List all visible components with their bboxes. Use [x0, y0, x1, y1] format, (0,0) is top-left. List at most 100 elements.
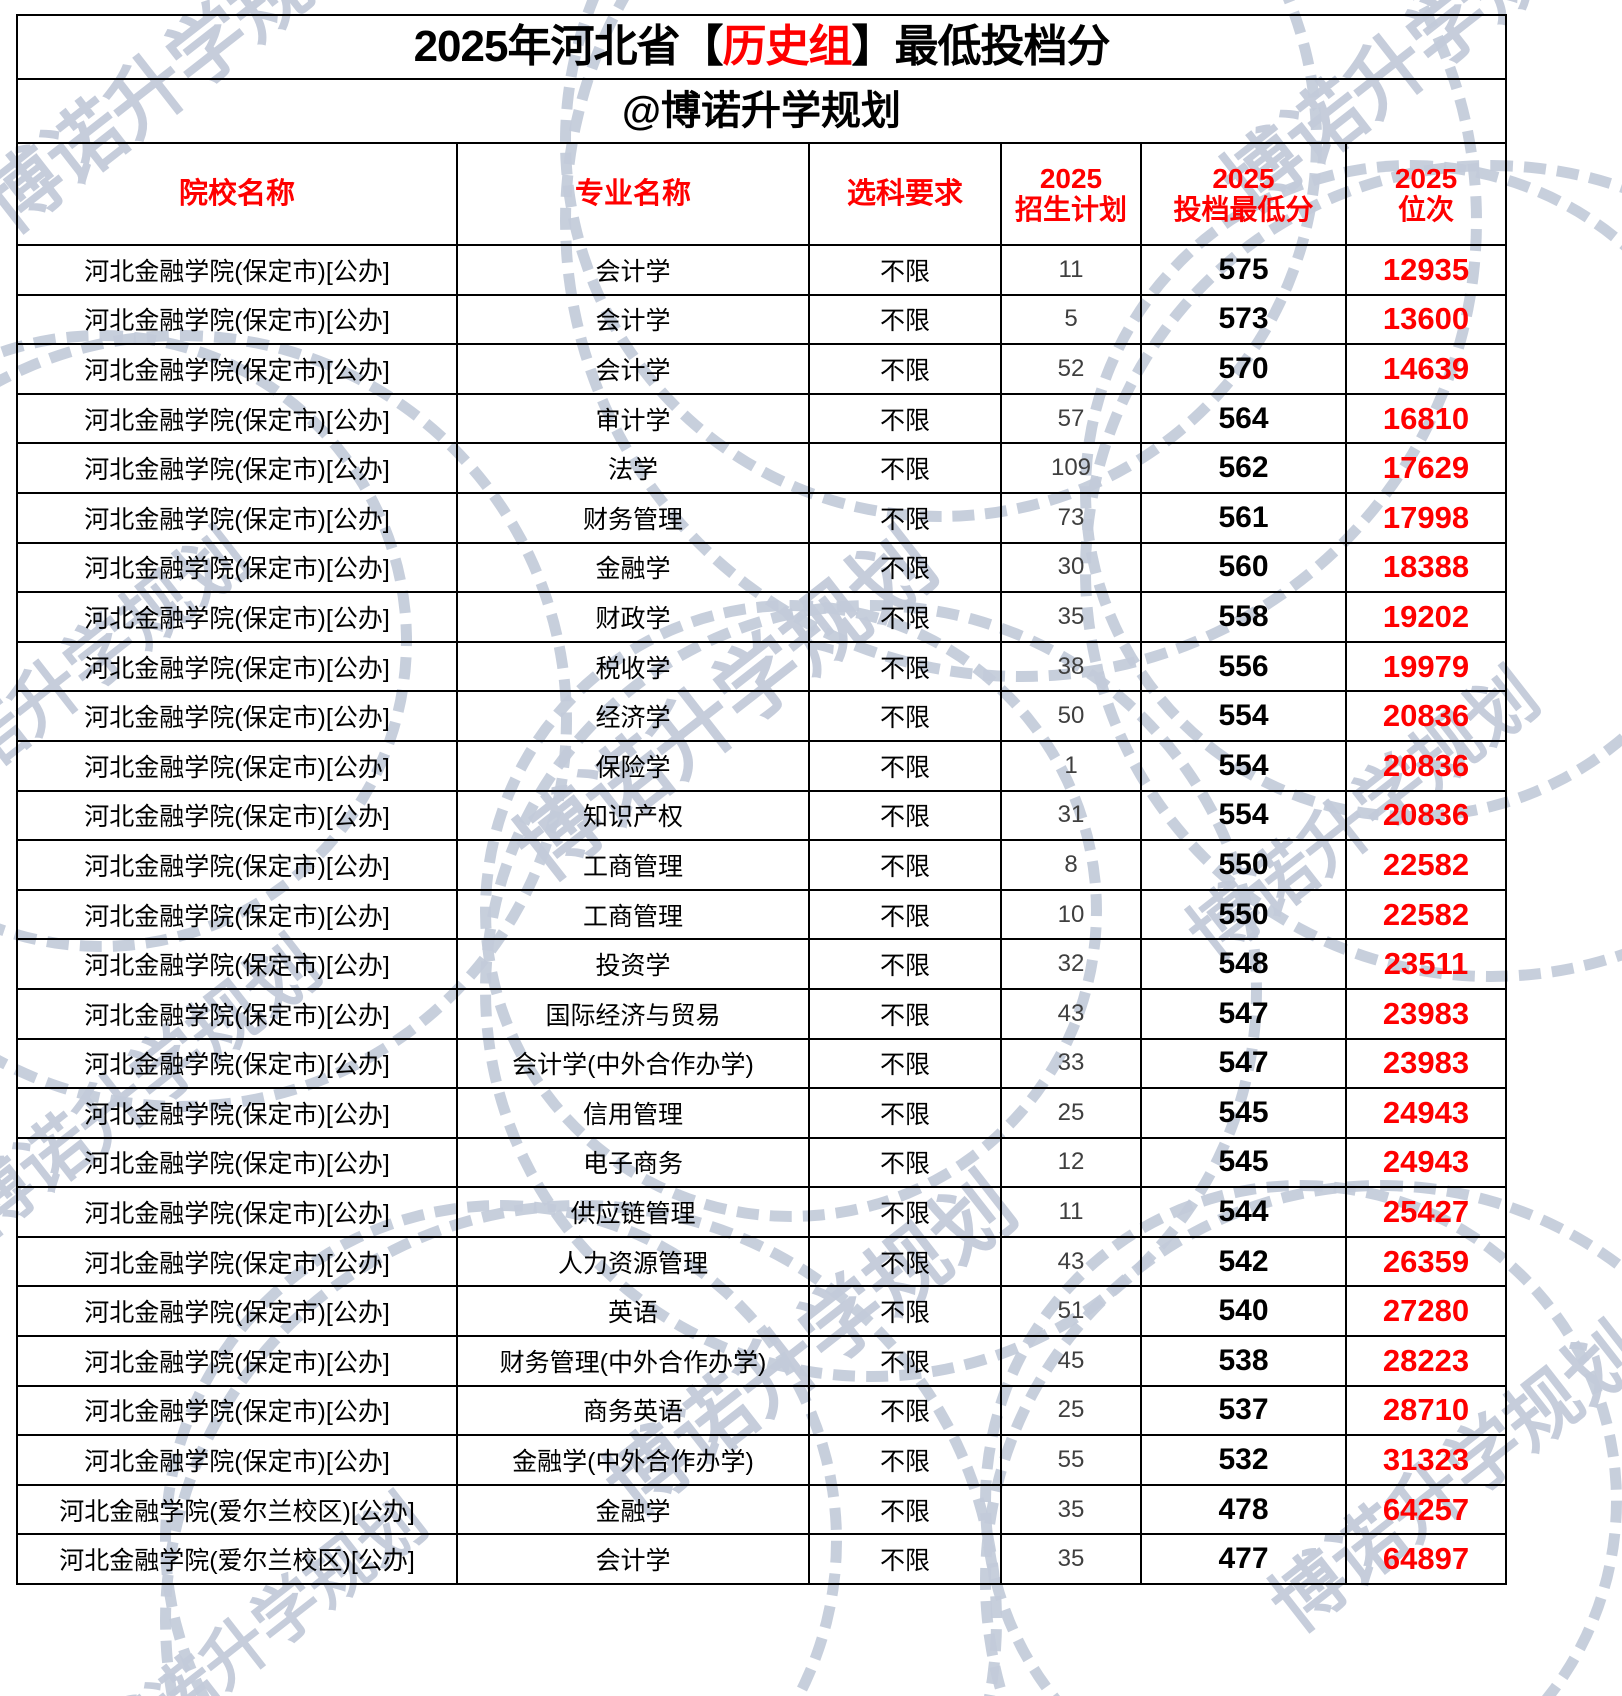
table-row: 河北金融学院(保定市)[公办] 投资学 不限 32 548 23511	[16, 938, 1508, 990]
table-row: 河北金融学院(保定市)[公办] 会计学 不限 52 570 14639	[16, 343, 1508, 395]
cell-score: 547	[1140, 987, 1347, 1040]
cell-requirement: 不限	[808, 1335, 1002, 1387]
cell-plan: 57	[1000, 392, 1142, 445]
cell-requirement: 不限	[808, 491, 1002, 544]
cell-major: 投资学	[456, 938, 810, 990]
cell-school: 河北金融学院(保定市)[公办]	[16, 888, 458, 941]
cell-requirement: 不限	[808, 1235, 1002, 1288]
cell-major: 税收学	[456, 640, 810, 693]
cell-score: 532	[1140, 1434, 1347, 1486]
cell-major: 审计学	[456, 392, 810, 445]
cell-score: 542	[1140, 1235, 1347, 1288]
cell-plan: 35	[1000, 1533, 1142, 1586]
cell-score: 554	[1140, 690, 1347, 742]
cell-major: 信用管理	[456, 1087, 810, 1139]
cell-requirement: 不限	[808, 1533, 1002, 1586]
table-row: 河北金融学院(保定市)[公办] 人力资源管理 不限 43 542 26359	[16, 1235, 1508, 1288]
column-header-major: 专业名称	[456, 142, 810, 246]
cell-plan: 11	[1000, 244, 1142, 296]
table-row: 河北金融学院(爱尔兰校区)[公办] 会计学 不限 35 477 64897	[16, 1533, 1508, 1586]
cell-school: 河北金融学院(保定市)[公办]	[16, 392, 458, 445]
cell-score: 540	[1140, 1285, 1347, 1338]
cell-major: 人力资源管理	[456, 1235, 810, 1288]
cell-major: 财务管理(中外合作办学)	[456, 1335, 810, 1387]
table-row: 河北金融学院(保定市)[公办] 税收学 不限 38 556 19979	[16, 640, 1508, 693]
cell-major: 会计学	[456, 293, 810, 346]
cell-school: 河北金融学院(爱尔兰校区)[公办]	[16, 1533, 458, 1586]
cell-score: 554	[1140, 789, 1347, 842]
cell-plan: 30	[1000, 541, 1142, 594]
cell-school: 河北金融学院(保定市)[公办]	[16, 789, 458, 842]
cell-rank: 22582	[1344, 839, 1508, 891]
column-header-school-line1: 院校名称	[178, 177, 295, 210]
table-row: 河北金融学院(保定市)[公办] 会计学 不限 11 575 12935	[16, 244, 1508, 296]
cell-rank: 24943	[1344, 1136, 1508, 1189]
cell-plan: 1	[1000, 739, 1142, 792]
cell-rank: 25427	[1344, 1186, 1508, 1238]
cell-major: 金融学(中外合作办学)	[456, 1434, 810, 1486]
cell-score: 548	[1140, 938, 1347, 990]
table-row: 河北金融学院(保定市)[公办] 法学 不限 109 562 17629	[16, 442, 1508, 494]
cell-plan: 35	[1000, 1483, 1142, 1536]
cell-rank: 64257	[1344, 1483, 1508, 1536]
title-suffix: 】最低投档分	[851, 22, 1110, 72]
cell-plan: 31	[1000, 789, 1142, 842]
cell-plan: 10	[1000, 888, 1142, 941]
cell-school: 河北金融学院(保定市)[公办]	[16, 1087, 458, 1139]
cell-school: 河北金融学院(保定市)[公办]	[16, 244, 458, 296]
cell-score: 547	[1140, 1037, 1347, 1090]
cell-requirement: 不限	[808, 739, 1002, 792]
cell-requirement: 不限	[808, 1434, 1002, 1486]
cell-plan: 38	[1000, 640, 1142, 693]
title-prefix: 2025年河北省【	[413, 22, 724, 72]
cell-rank: 19202	[1344, 591, 1508, 643]
cell-school: 河北金融学院(保定市)[公办]	[16, 938, 458, 990]
cell-plan: 8	[1000, 839, 1142, 891]
table-row: 河北金融学院(保定市)[公办] 财务管理 不限 73 561 17998	[16, 491, 1508, 544]
cell-score: 545	[1140, 1136, 1347, 1189]
cell-major: 财务管理	[456, 491, 810, 544]
cell-rank: 27280	[1344, 1285, 1508, 1338]
cell-plan: 109	[1000, 442, 1142, 494]
cell-rank: 20836	[1344, 789, 1508, 842]
page-subtitle: @博诺升学规划	[15, 78, 1508, 144]
column-header-school: 院校名称	[16, 142, 458, 246]
cell-plan: 43	[1000, 987, 1142, 1040]
cell-school: 河北金融学院(保定市)[公办]	[16, 293, 458, 346]
table-row: 河北金融学院(保定市)[公办] 财政学 不限 35 558 19202	[16, 591, 1508, 643]
cell-school: 河北金融学院(保定市)[公办]	[16, 491, 458, 544]
cell-score: 478	[1140, 1483, 1347, 1536]
cell-requirement: 不限	[808, 938, 1002, 990]
cell-rank: 13600	[1344, 293, 1508, 346]
cell-rank: 31323	[1344, 1434, 1508, 1486]
cell-score: 537	[1140, 1384, 1347, 1437]
cell-plan: 11	[1000, 1186, 1142, 1238]
cell-school: 河北金融学院(保定市)[公办]	[16, 1384, 458, 1437]
cell-plan: 50	[1000, 690, 1142, 742]
cell-requirement: 不限	[808, 1186, 1002, 1238]
cell-score: 544	[1140, 1186, 1347, 1238]
cell-major: 会计学(中外合作办学)	[456, 1037, 810, 1090]
cell-rank: 23983	[1344, 987, 1508, 1040]
cell-rank: 24943	[1344, 1087, 1508, 1139]
cell-school: 河北金融学院(保定市)[公办]	[16, 1186, 458, 1238]
table-row: 河北金融学院(保定市)[公办] 英语 不限 51 540 27280	[16, 1285, 1508, 1338]
cell-requirement: 不限	[808, 1136, 1002, 1189]
cell-score: 575	[1140, 244, 1347, 296]
cell-requirement: 不限	[808, 987, 1002, 1040]
cell-school: 河北金融学院(保定市)[公办]	[16, 1037, 458, 1090]
table-head: 2025年河北省【历史组】最低投档分 @博诺升学规划 院校名称 专业名称 选科要…	[15, 14, 1508, 246]
cell-plan: 45	[1000, 1335, 1142, 1387]
column-header-plan-line1: 2025	[1039, 162, 1103, 194]
cell-major: 国际经济与贸易	[456, 987, 810, 1040]
table-row: 河北金融学院(保定市)[公办] 经济学 不限 50 554 20836	[16, 690, 1508, 742]
cell-major: 会计学	[456, 1533, 810, 1586]
cell-major: 英语	[456, 1285, 810, 1338]
column-header-score-line2: 投档最低分	[1173, 194, 1314, 225]
cell-major: 金融学	[456, 541, 810, 594]
cell-score: 564	[1140, 392, 1347, 445]
cell-major: 法学	[456, 442, 810, 494]
cell-school: 河北金融学院(保定市)[公办]	[16, 1434, 458, 1486]
cell-school: 河北金融学院(保定市)[公办]	[16, 987, 458, 1040]
cell-requirement: 不限	[808, 541, 1002, 594]
